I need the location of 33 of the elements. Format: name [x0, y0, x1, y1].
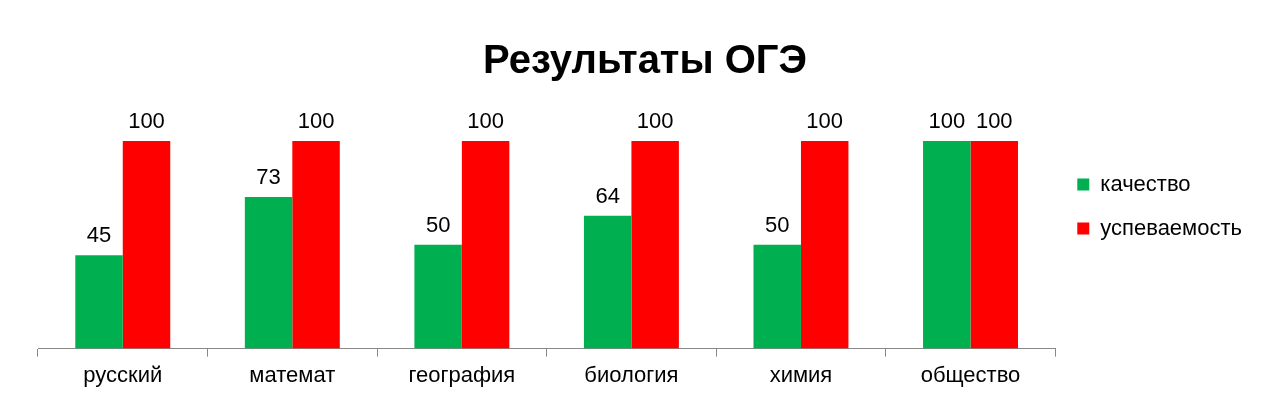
data-label: 100: [928, 108, 966, 134]
data-label: 50: [764, 211, 790, 237]
data-label: 100: [975, 108, 1013, 134]
bar: [800, 141, 849, 349]
x-tick-label: химия: [769, 361, 833, 387]
legend-label: успеваемость: [1100, 214, 1243, 240]
x-tick-label: биология: [584, 361, 679, 387]
data-label: 100: [806, 108, 844, 134]
data-label: 100: [467, 108, 504, 134]
x-tick-label: математ: [249, 361, 336, 387]
bar: [244, 197, 293, 349]
bar: [292, 141, 340, 349]
data-label: 73: [256, 164, 281, 190]
bar: [414, 244, 462, 349]
x-tick-label: общество: [920, 361, 1021, 387]
bar: [75, 255, 123, 349]
x-tick-label: русский: [83, 361, 163, 387]
bar: [923, 141, 971, 349]
bar: [753, 244, 801, 349]
data-label: 50: [425, 211, 451, 237]
data-label: 45: [86, 222, 112, 248]
legend-label: качество: [1100, 170, 1191, 196]
x-tick-label: география: [408, 361, 516, 387]
data-label: 64: [595, 182, 620, 208]
bar: [461, 141, 510, 349]
bar: [122, 141, 171, 349]
chart-title: Результаты ОГЭ: [483, 37, 807, 82]
bar: [970, 141, 1018, 349]
data-label: 100: [636, 108, 674, 134]
bar: [583, 215, 632, 349]
bar: [631, 141, 679, 349]
data-label: 100: [297, 108, 335, 134]
data-label: 100: [128, 108, 165, 134]
